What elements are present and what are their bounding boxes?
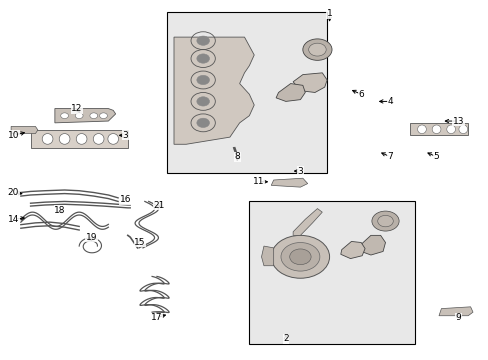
Text: 11: 11 [253, 177, 264, 186]
Polygon shape [271, 178, 307, 187]
Text: 13: 13 [452, 117, 463, 126]
Ellipse shape [446, 125, 455, 134]
Text: 15: 15 [134, 238, 145, 247]
Circle shape [197, 36, 209, 45]
Text: 14: 14 [8, 215, 19, 224]
Circle shape [197, 54, 209, 63]
Ellipse shape [458, 125, 467, 134]
Text: 12: 12 [71, 104, 82, 113]
Polygon shape [30, 130, 127, 148]
Bar [166, 12, 326, 173]
Text: 3: 3 [297, 167, 303, 176]
Circle shape [281, 243, 319, 271]
Polygon shape [361, 235, 385, 255]
Text: 10: 10 [8, 131, 19, 140]
Circle shape [377, 215, 392, 227]
Polygon shape [438, 307, 472, 316]
Ellipse shape [93, 134, 104, 144]
Polygon shape [55, 109, 116, 123]
Text: 2: 2 [283, 334, 288, 343]
Ellipse shape [42, 134, 53, 144]
Ellipse shape [417, 125, 426, 134]
Circle shape [90, 113, 98, 118]
Ellipse shape [431, 125, 440, 134]
Polygon shape [261, 246, 273, 266]
Polygon shape [276, 84, 305, 102]
Polygon shape [11, 126, 38, 134]
Circle shape [271, 235, 329, 278]
Ellipse shape [108, 134, 118, 144]
Polygon shape [174, 37, 254, 144]
Circle shape [371, 211, 398, 231]
Text: 9: 9 [455, 313, 460, 322]
Polygon shape [409, 123, 467, 135]
Circle shape [308, 43, 325, 56]
Bar [249, 202, 414, 344]
Text: 7: 7 [386, 152, 392, 161]
Text: 1: 1 [326, 9, 332, 18]
Text: 5: 5 [433, 152, 439, 161]
Polygon shape [292, 208, 322, 235]
Text: 19: 19 [85, 233, 97, 242]
Circle shape [100, 113, 107, 118]
Circle shape [289, 249, 310, 265]
Circle shape [302, 39, 331, 60]
Circle shape [61, 113, 68, 118]
Polygon shape [340, 242, 365, 258]
Ellipse shape [76, 134, 87, 144]
Text: 17: 17 [151, 313, 163, 322]
Circle shape [197, 97, 209, 106]
Text: 20: 20 [8, 188, 19, 197]
Polygon shape [292, 73, 326, 93]
Text: 6: 6 [358, 90, 364, 99]
Text: 18: 18 [54, 206, 65, 215]
Ellipse shape [59, 134, 70, 144]
Text: 3: 3 [122, 131, 128, 140]
Text: 16: 16 [120, 195, 131, 204]
Circle shape [75, 113, 83, 118]
Text: 21: 21 [153, 201, 165, 210]
Circle shape [197, 75, 209, 85]
Circle shape [197, 118, 209, 127]
Text: 8: 8 [234, 152, 240, 161]
Text: 4: 4 [387, 97, 392, 106]
